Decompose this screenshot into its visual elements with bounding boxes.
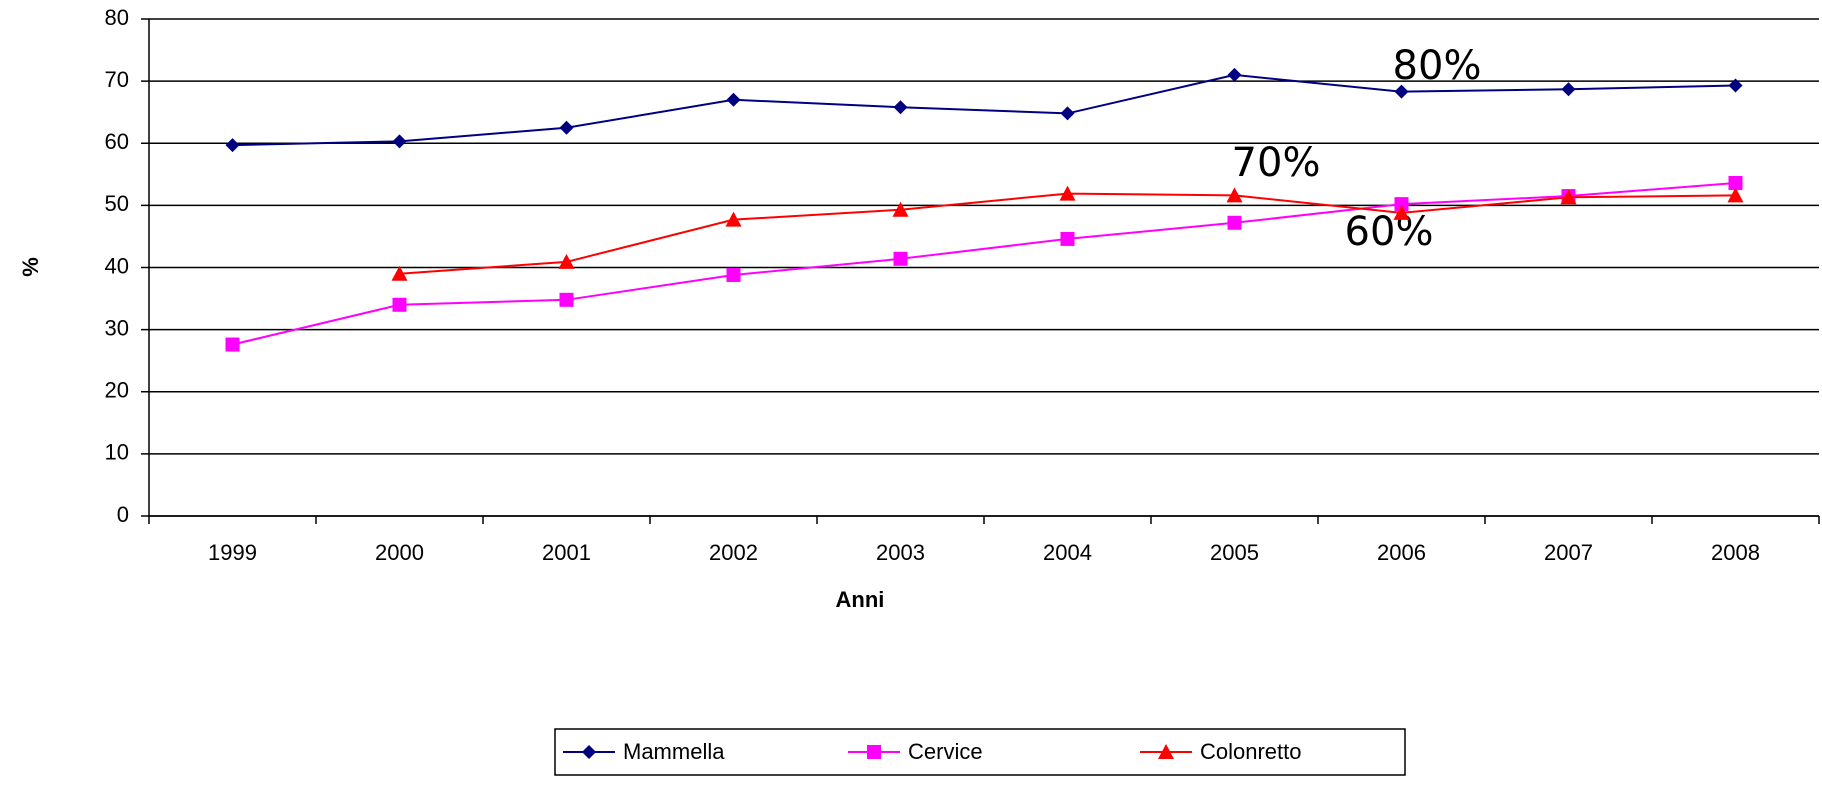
marker: [1561, 82, 1576, 97]
marker: [893, 100, 908, 115]
y-axis-label: %: [18, 257, 43, 277]
y-tick-label: 30: [105, 315, 129, 340]
marker: [1728, 176, 1743, 191]
marker: [225, 138, 240, 153]
marker: [1727, 187, 1744, 203]
x-tick-label: 2006: [1377, 540, 1426, 565]
marker: [1394, 84, 1409, 99]
series-line: [232, 73, 1736, 147]
annotation: 60%: [1345, 209, 1434, 255]
marker: [893, 251, 908, 266]
legend-box: [554, 728, 1406, 776]
x-tick-label: 2008: [1711, 540, 1760, 565]
marker: [1227, 215, 1242, 230]
annotation: 80%: [1393, 43, 1482, 89]
x-tick-label: 2002: [709, 540, 758, 565]
marker: [726, 92, 741, 107]
marker: [1728, 78, 1743, 93]
x-tick-label: 2007: [1544, 540, 1593, 565]
x-tick-label: 1999: [208, 540, 257, 565]
marker: [582, 745, 596, 759]
annotation: 70%: [1232, 140, 1321, 186]
marker: [1060, 106, 1075, 121]
marker: [892, 201, 909, 217]
x-tick-label: 2003: [876, 540, 925, 565]
y-tick-label: 80: [105, 5, 129, 30]
x-tick-label: 2004: [1043, 540, 1092, 565]
marker: [726, 267, 741, 282]
marker: [559, 120, 574, 135]
x-tick-label: 2005: [1210, 540, 1259, 565]
y-tick-label: 70: [105, 67, 129, 92]
marker: [225, 337, 240, 352]
marker: [1393, 204, 1410, 220]
marker: [392, 297, 407, 312]
marker: [1158, 744, 1174, 759]
y-tick-label: 10: [105, 440, 129, 465]
y-tick-label: 50: [105, 191, 129, 216]
y-tick-label: 0: [117, 502, 129, 527]
marker: [1226, 187, 1243, 203]
marker: [1060, 231, 1075, 246]
marker: [1560, 189, 1577, 205]
series-line: [232, 182, 1736, 346]
marker: [558, 253, 575, 269]
marker: [1059, 185, 1076, 201]
legend-label: Colonretto: [1200, 739, 1302, 764]
y-tick-label: 40: [105, 253, 129, 278]
legend-label: Mammella: [623, 739, 725, 764]
legend-label: Cervice: [908, 739, 983, 764]
marker: [1227, 67, 1242, 82]
marker: [392, 134, 407, 149]
marker: [725, 211, 742, 227]
y-tick-label: 60: [105, 129, 129, 154]
x-tick-label: 2000: [375, 540, 424, 565]
x-tick-label: 2001: [542, 540, 591, 565]
marker: [391, 265, 408, 281]
y-tick-label: 20: [105, 378, 129, 403]
marker: [1394, 197, 1409, 212]
x-axis-label: Anni: [836, 587, 885, 612]
marker: [559, 292, 574, 307]
marker: [867, 745, 881, 759]
